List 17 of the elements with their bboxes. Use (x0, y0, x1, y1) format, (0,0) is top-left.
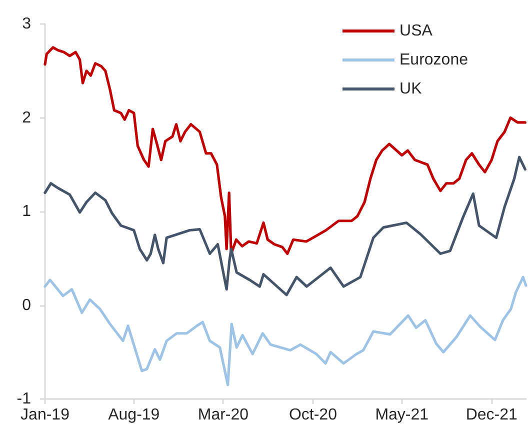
x-tick-label: Mar-20 (198, 406, 249, 424)
x-tick-label: Oct-20 (288, 406, 338, 424)
legend-label: UK (400, 80, 422, 98)
x-tick-label: Dec-21 (466, 406, 518, 424)
y-tick-label: 2 (22, 109, 32, 126)
y-tick-label: 3 (22, 16, 32, 32)
legend-label: Eurozone (400, 52, 468, 68)
x-tick-label: Aug-19 (108, 406, 160, 424)
line-series (44, 276, 528, 386)
legend-label: USA (400, 22, 433, 40)
y-tick-label: -1 (16, 390, 32, 408)
line-series (44, 46, 526, 255)
y-tick-label: 1 (22, 203, 32, 220)
x-tick-label: May-21 (375, 406, 429, 424)
x-tick-label: Jan-19 (20, 406, 70, 424)
line-series (44, 156, 526, 296)
y-tick-label: 0 (22, 296, 32, 314)
